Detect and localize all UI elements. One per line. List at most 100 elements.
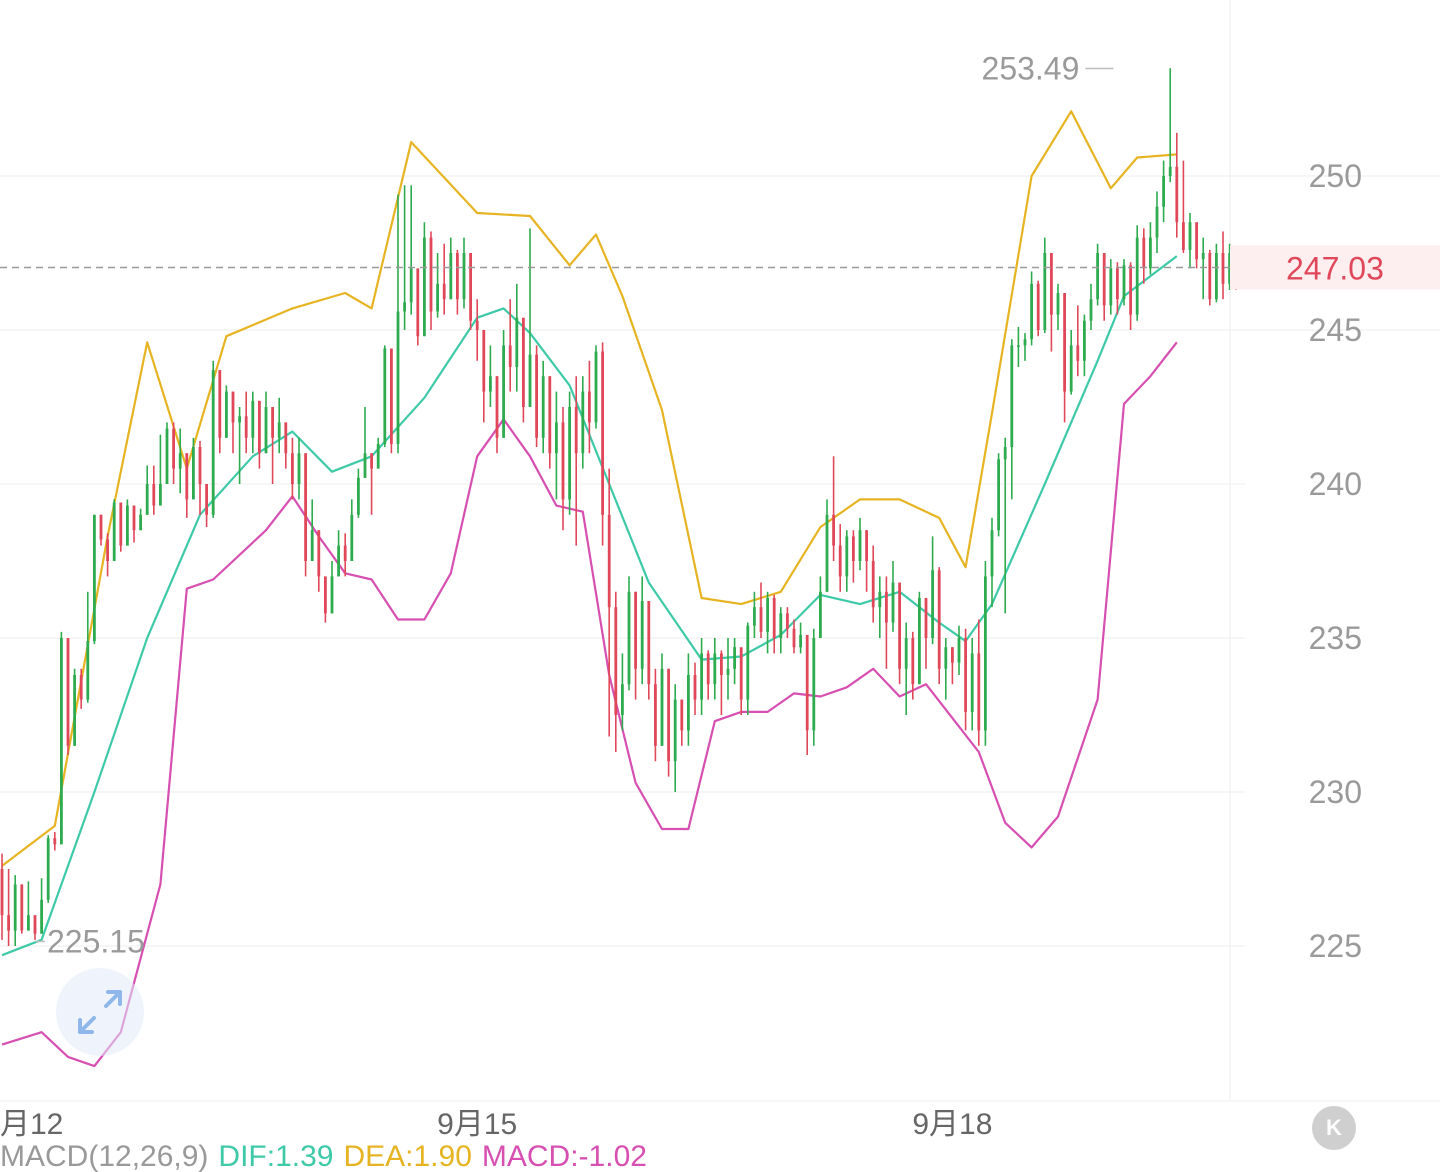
candle-body — [258, 400, 261, 454]
candle-body — [970, 653, 974, 712]
candle — [1017, 326, 1020, 367]
candle-body — [337, 545, 340, 577]
candle-body — [429, 237, 433, 312]
candle — [522, 317, 525, 423]
candle — [27, 881, 30, 931]
candle — [601, 342, 604, 546]
candle — [680, 699, 684, 746]
candle-body — [1109, 268, 1113, 306]
candle-body — [1135, 237, 1139, 315]
candle — [660, 653, 664, 746]
candle — [126, 499, 129, 546]
candle-body — [733, 647, 736, 669]
candle — [244, 391, 248, 454]
candle-body — [159, 484, 162, 506]
candle-body — [449, 253, 453, 300]
candle — [40, 878, 43, 934]
candle — [852, 530, 855, 583]
candle — [317, 530, 321, 592]
candle — [277, 397, 281, 454]
macd-legend-dea: DEA:1.90 — [343, 1142, 472, 1172]
candle-body — [687, 674, 690, 731]
candle-body — [1102, 253, 1106, 306]
candle-body — [238, 416, 241, 423]
candle-body — [502, 345, 505, 438]
candle — [594, 345, 598, 429]
candle — [858, 517, 862, 571]
candle — [297, 437, 301, 500]
candle — [79, 668, 83, 709]
candle-body — [673, 699, 677, 762]
candle — [693, 662, 697, 715]
candle-body — [1063, 293, 1066, 392]
candle — [139, 508, 142, 531]
candle — [700, 638, 703, 715]
candle — [1063, 293, 1066, 423]
candle — [515, 283, 519, 392]
candle-body — [482, 330, 486, 392]
candle — [508, 299, 512, 392]
price-tick-label: 250 — [1309, 158, 1362, 194]
candle — [423, 222, 426, 337]
candle — [132, 505, 136, 543]
candle-body — [350, 514, 354, 561]
candle — [330, 561, 334, 614]
candle-body — [832, 514, 835, 546]
candle — [1102, 253, 1106, 321]
candle — [1162, 160, 1165, 223]
candle-body — [997, 459, 1000, 531]
candle — [291, 437, 294, 500]
price-tick-label: 245 — [1309, 312, 1362, 348]
candle — [977, 619, 981, 746]
candle-body — [244, 416, 248, 438]
candle — [898, 582, 901, 685]
candle-body — [647, 601, 651, 685]
candle — [640, 576, 644, 685]
candle-body — [805, 634, 809, 731]
candle-body — [33, 915, 37, 934]
candle — [944, 638, 948, 700]
candle — [1175, 132, 1179, 238]
candle — [1155, 191, 1159, 253]
candle-body — [984, 576, 987, 731]
candle — [838, 524, 842, 592]
candle-body — [772, 597, 776, 638]
candle-body — [568, 407, 571, 500]
candle-body — [885, 591, 888, 623]
candle — [1182, 160, 1185, 253]
candle — [766, 591, 769, 654]
candle — [502, 330, 505, 438]
candle — [931, 536, 934, 645]
candle-body — [409, 268, 413, 303]
k-line-button[interactable]: K — [1312, 1106, 1356, 1150]
candle-body — [561, 422, 565, 500]
candle — [185, 453, 189, 518]
expand-chart-button[interactable] — [56, 968, 144, 1056]
candle — [891, 561, 895, 632]
candle — [687, 653, 690, 746]
candle-body — [1010, 345, 1014, 448]
candle-body — [1069, 345, 1073, 392]
candle — [1129, 262, 1132, 330]
candle-body — [667, 668, 670, 762]
candle-body — [251, 400, 255, 438]
candle-body — [528, 354, 532, 407]
candle-body — [1182, 222, 1185, 250]
candle-body — [192, 447, 195, 500]
candle-body — [106, 539, 109, 561]
candle — [376, 437, 380, 469]
candle — [726, 638, 730, 700]
candle-body — [383, 348, 387, 444]
candle — [258, 400, 261, 469]
candle-body — [60, 638, 63, 845]
candle — [165, 422, 169, 484]
candle — [363, 407, 367, 478]
candle-body — [951, 647, 954, 663]
candle-body — [46, 838, 50, 900]
macd-legend-title: MACD(12,26,9) — [0, 1142, 209, 1172]
candle — [159, 434, 162, 506]
candle — [489, 345, 492, 407]
candle-body — [152, 484, 156, 506]
candle-body — [878, 591, 882, 608]
